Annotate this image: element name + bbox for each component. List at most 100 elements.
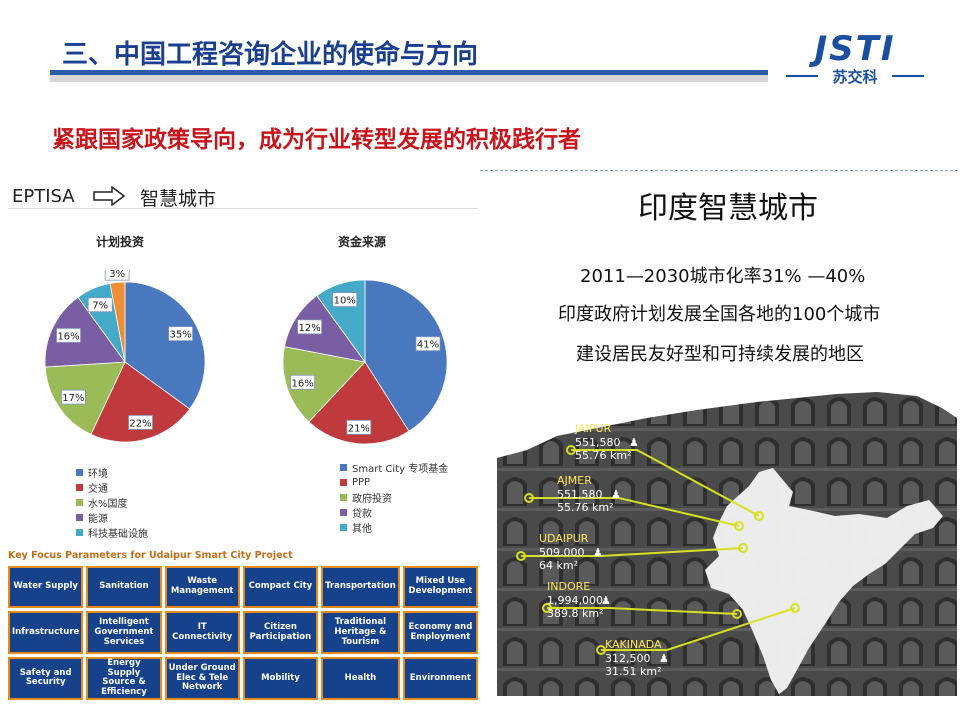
city-area: 55.76 km² <box>557 501 613 514</box>
page-title: 三、中国工程咨询企业的使命与方向 <box>62 40 479 70</box>
city-population: 1,994,000 <box>547 594 603 607</box>
key-focus-cell: Intelligent Government Services <box>86 611 162 654</box>
key-focus-title: Key Focus Parameters for Udaipur Smart C… <box>8 550 293 561</box>
person-icon: ♟ <box>601 594 611 607</box>
city-dot <box>734 521 744 531</box>
legend-swatch <box>76 484 83 491</box>
legend-swatch <box>76 514 83 521</box>
pie-data-label-text: 35% <box>169 330 191 341</box>
city-name: INDORE <box>547 580 590 593</box>
city-population: 509,000 <box>539 546 585 559</box>
key-focus-cell: IT Connectivity <box>164 611 240 654</box>
logo-text: JSTI <box>809 30 896 69</box>
legend-item: 贷款 <box>340 505 448 520</box>
legend-swatch <box>340 524 347 531</box>
city-connector-line <box>571 449 760 517</box>
person-icon: ♟ <box>659 652 669 665</box>
pie-data-label-text: 22% <box>129 418 151 429</box>
city-dot <box>524 493 534 503</box>
pie-data-label: 16% <box>56 328 81 343</box>
city-dot <box>542 603 552 613</box>
legend-label: 能源 <box>88 514 108 525</box>
legend-planned-investment: 环境交通水%国度能源科技基础设施 <box>76 465 148 540</box>
key-focus-cell: Waste Management <box>164 566 240 609</box>
legend-label: 科技基础设施 <box>88 529 148 540</box>
key-focus-cell: Under Ground Elec & Tele Network <box>164 656 240 700</box>
key-focus-cell: Mixed Use Development <box>402 566 478 609</box>
divider <box>480 170 958 171</box>
pie-slice <box>44 296 126 368</box>
key-focus-cell: Energy Supply Source & Efficiency <box>86 656 162 700</box>
pie-data-label-text: 17% <box>62 393 84 404</box>
legend-label: 水%国度 <box>88 499 128 510</box>
pie-data-label-text: 3% <box>109 270 125 280</box>
legend-item: 政府投资 <box>340 490 448 505</box>
legend-label: 环境 <box>88 469 108 480</box>
pie-data-label-text: 41% <box>417 340 439 351</box>
city-population: 312,500 <box>605 652 651 665</box>
city-name: KAKINADA <box>605 638 662 651</box>
key-focus-cell: Water Supply <box>8 566 84 609</box>
pie-data-label: 16% <box>290 374 316 390</box>
legend-swatch <box>76 529 83 536</box>
pie-data-label: 7% <box>87 297 113 313</box>
india-title: 印度智慧城市 <box>638 191 818 226</box>
pie-chart-planned-investment: 35% 22% 17% 16% 7% 3% <box>44 270 206 443</box>
city-dot <box>516 551 526 561</box>
city-population: 551,580 <box>575 436 621 449</box>
pie-data-label: 17% <box>60 389 86 405</box>
pie-data-label-text: 21% <box>348 423 370 434</box>
legend-swatch <box>340 494 347 501</box>
pie-slice <box>283 295 366 363</box>
logo-cn-text: 苏交科 <box>832 68 877 86</box>
pie-data-label-text: 7% <box>92 301 108 312</box>
legend-item: PPP <box>340 475 448 490</box>
title-underline <box>50 70 768 82</box>
key-focus-cell: Citizen Participation <box>242 611 319 654</box>
legend-funding-source: Smart City 专项基金 PPP 政府投资贷款其他 <box>340 460 448 535</box>
pie-data-label-text: 10% <box>334 296 356 307</box>
legend-item: 能源 <box>76 510 148 525</box>
pie-data-label: 12% <box>297 319 323 335</box>
key-focus-cell: Health <box>321 656 400 700</box>
chart-title-planned-investment: 计划投资 <box>96 235 145 249</box>
city-dot <box>738 543 748 553</box>
pie-data-label: 10% <box>332 292 358 308</box>
legend-swatch <box>340 509 347 516</box>
india-line-urbanization: 2011—2030城市化率31% —40% <box>580 266 866 287</box>
eptisa-banner <box>8 180 478 209</box>
legend-label: 贷款 <box>352 509 372 520</box>
pie-data-label: 41% <box>415 336 441 352</box>
legend-swatch <box>340 464 347 471</box>
legend-item: 其他 <box>340 520 448 535</box>
jsti-logo: JSTI 苏交科 <box>786 30 924 86</box>
legend-label: 交通 <box>88 484 108 495</box>
city-connector-line <box>601 607 796 651</box>
key-focus-cell: Sanitation <box>86 566 162 609</box>
city-population: 551,580 <box>557 488 603 501</box>
legend-label: 其他 <box>352 524 372 535</box>
eptisa-label: EPTISA <box>12 186 75 207</box>
city-area: 31.51 km² <box>605 665 661 678</box>
pie-chart-funding-source: 41% 21% 16% 12% 10% <box>282 279 448 445</box>
key-focus-cell: Transportation <box>321 566 400 609</box>
legend-item: 交通 <box>76 480 148 495</box>
key-focus-cell: Economy and Employment <box>402 611 478 654</box>
india-line-100-cities: 印度政府计划发展全国各地的100个城市 <box>558 304 881 325</box>
pie-slice <box>124 281 206 410</box>
city-dot <box>596 645 606 655</box>
city-connector-line <box>547 607 738 615</box>
city-connector-line <box>521 547 744 557</box>
pie-data-label: 22% <box>128 415 153 430</box>
key-focus-grid: Water Supply Sanitation Waste Management Co… <box>8 566 478 700</box>
city-name: JAIPUR <box>574 422 612 435</box>
city-dot <box>754 511 764 521</box>
person-icon: ♟ <box>593 546 603 559</box>
legend-label: Smart City 专项基金 <box>352 464 449 475</box>
legend-item: Smart City 专项基金 <box>340 460 448 475</box>
